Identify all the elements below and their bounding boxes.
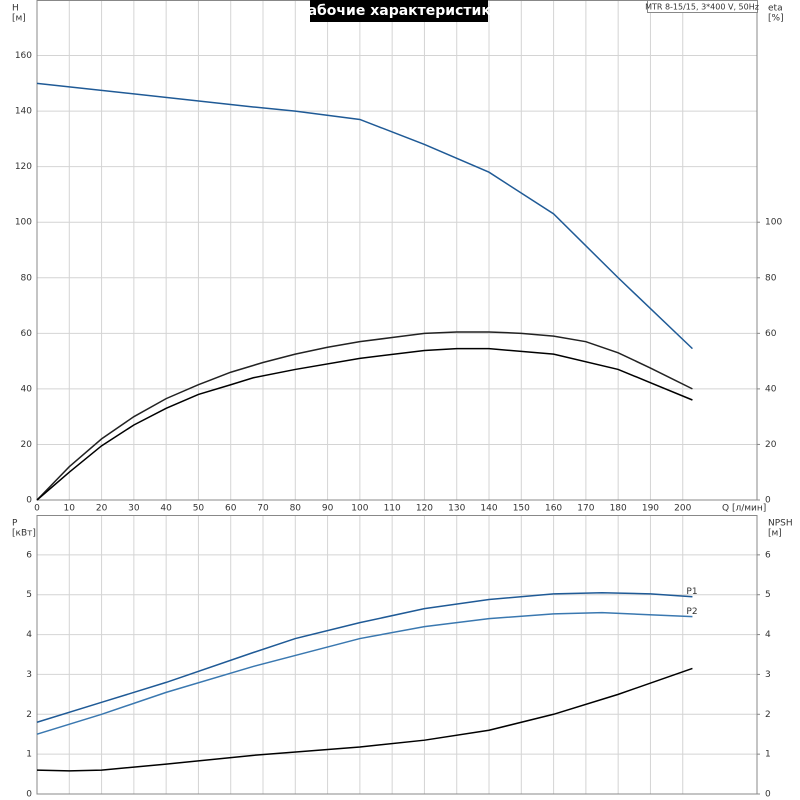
note-box [647,0,758,13]
y-tick-label: 5 [26,590,32,600]
x-tick-label: 70 [257,504,269,514]
x-tick-label: 180 [610,504,627,514]
chart-title: Рабочие характеристики [297,3,500,19]
plot-frame [36,0,758,501]
y-tick-label: 140 [15,107,32,117]
y2-axis-label: NPSH [768,519,793,529]
x-tick-label: 90 [322,504,334,514]
y2-tick-label: 60 [765,329,777,339]
series-line [36,82,693,350]
y2-tick-label: 80 [765,273,777,283]
series-line [36,331,693,501]
y2-axis-unit: [%] [768,14,784,24]
y2-tick-label: 2 [765,710,771,720]
y-tick-label: 0 [26,790,32,800]
x-axis-label: Q [л/мин] [722,504,766,514]
x-tick-label: 80 [290,504,302,514]
x-tick-label: 110 [384,504,401,514]
x-tick-label: 190 [642,504,659,514]
y-tick-label: 1 [26,750,32,760]
x-tick-label: 0 [34,504,40,514]
x-tick-label: 120 [416,504,433,514]
x-tick-label: 200 [674,504,691,514]
series-line [36,347,693,501]
title-box [310,0,488,22]
y2-tick-label: 1 [765,750,771,760]
y-axis-label: H [12,4,19,14]
series-label: P2 [686,607,697,617]
y2-tick-label: 4 [765,630,771,640]
y2-tick-label: 5 [765,590,771,600]
pump-note: MTR 8-15/15, 3*400 V, 50Hz [645,3,759,12]
y-tick-label: 60 [21,329,33,339]
x-tick-label: 150 [513,504,530,514]
y2-tick-label: 40 [765,384,777,394]
y-tick-label: 100 [15,218,32,228]
y-tick-label: 120 [15,162,32,172]
x-tick-label: 170 [577,504,594,514]
x-tick-label: 100 [351,504,368,514]
x-tick-label: 60 [225,504,237,514]
y-tick-label: 80 [21,273,33,283]
y-axis-label: P [12,519,18,529]
x-tick-label: 160 [545,504,562,514]
y-tick-label: 40 [21,384,33,394]
y-tick-label: 4 [26,630,32,640]
y2-tick-label: 0 [765,496,771,506]
y-axis-unit: [кВт] [12,529,36,539]
y-tick-label: 6 [26,550,32,560]
y2-axis-label: eta [768,4,783,14]
y-tick-label: 3 [26,670,32,680]
x-tick-label: 20 [96,504,108,514]
x-tick-label: 50 [193,504,205,514]
x-tick-label: 30 [128,504,140,514]
y2-tick-label: 20 [765,440,777,450]
x-tick-label: 140 [480,504,497,514]
y2-tick-label: 3 [765,670,771,680]
plot-frame [36,515,758,795]
y-tick-label: 0 [26,496,32,506]
y-tick-label: 20 [21,440,33,450]
series-line [36,611,693,735]
series-line [36,591,693,723]
x-tick-label: 40 [160,504,172,514]
y-axis-unit: [м] [12,14,26,24]
y-tick-label: 160 [15,51,32,61]
y2-axis-unit: [м] [768,529,782,539]
y2-tick-label: 100 [765,218,782,228]
series-line [36,667,693,772]
series-label: P1 [686,587,697,597]
y-tick-label: 2 [26,710,32,720]
y2-tick-label: 6 [765,550,771,560]
y2-tick-label: 0 [765,790,771,800]
x-tick-label: 130 [448,504,465,514]
x-tick-label: 10 [64,504,76,514]
